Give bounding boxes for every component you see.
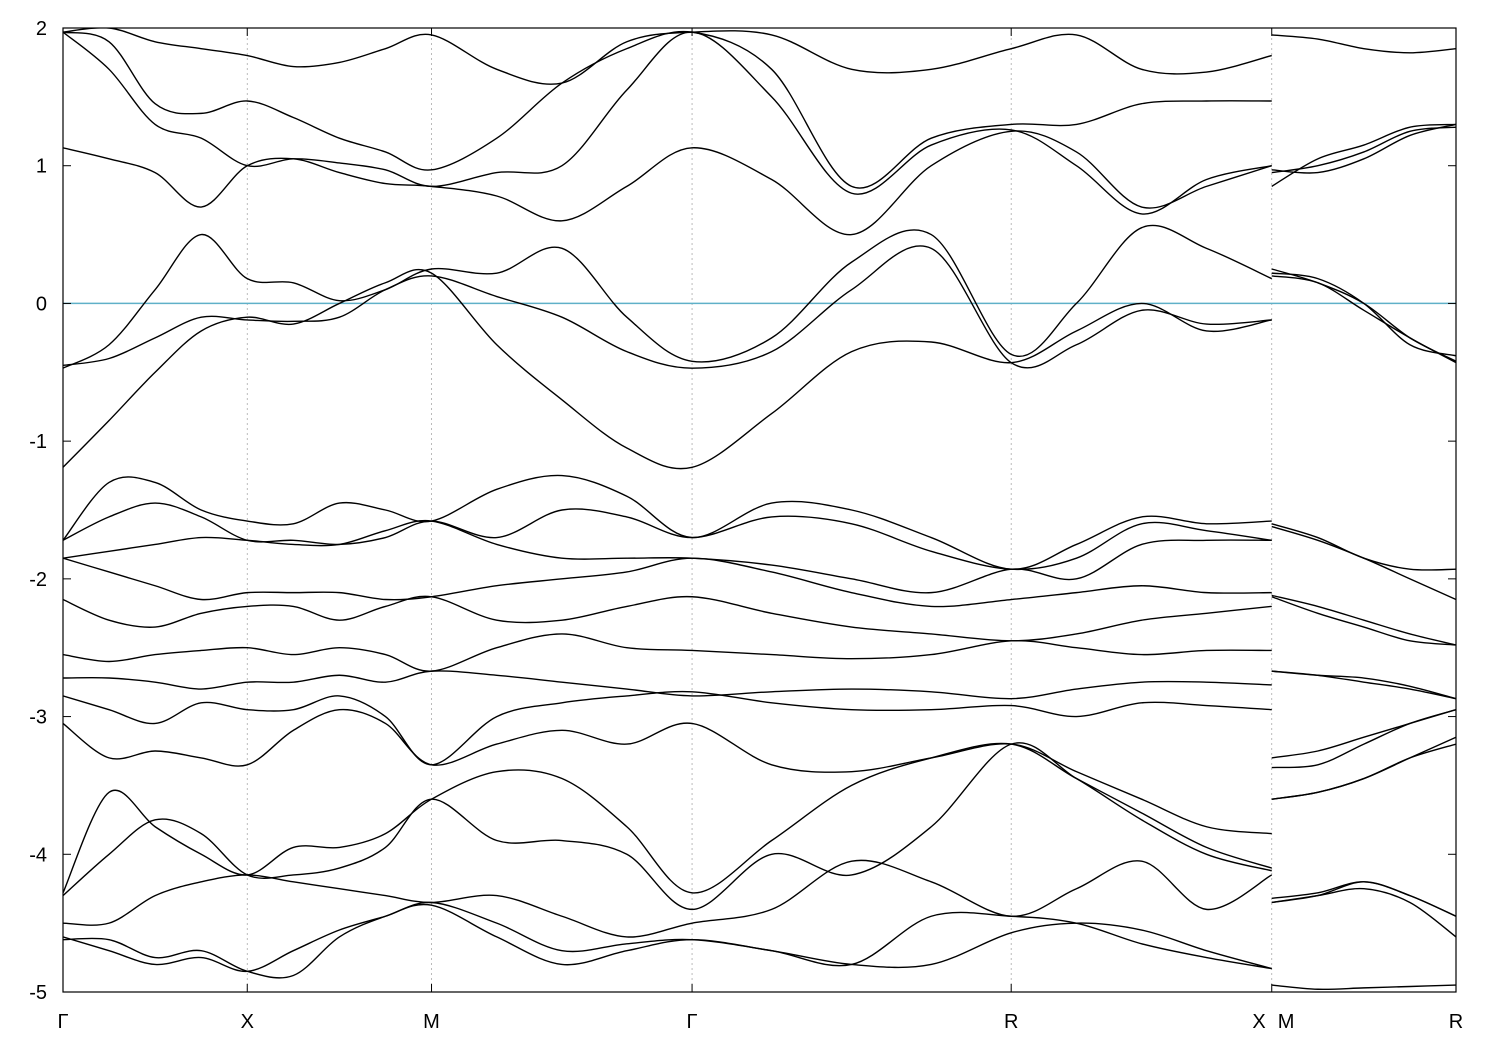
- grid: [246, 28, 1273, 992]
- y-tick-label: 1: [36, 156, 47, 178]
- band-line: [63, 519, 1456, 646]
- band-line: [63, 903, 1456, 991]
- band-line: [63, 31, 1456, 215]
- x-tick-label: Γ: [687, 1011, 698, 1033]
- band-line: [63, 28, 1456, 85]
- band-line: [63, 736, 1456, 894]
- band-line: [63, 502, 1456, 601]
- y-tick-label: -2: [29, 569, 47, 591]
- x-tick-label: R: [1004, 1011, 1018, 1033]
- band-line: [63, 126, 1456, 236]
- x-tick-label: M: [423, 1011, 440, 1033]
- y-tick-label: 0: [36, 293, 47, 315]
- y-tick-label: -1: [29, 431, 47, 453]
- y-tick-label: -5: [29, 982, 47, 1004]
- band-line: [63, 268, 1456, 470]
- y-tick-label: -3: [29, 707, 47, 729]
- y-tick-label: 2: [36, 18, 47, 40]
- band-line: [63, 859, 1456, 938]
- x-tick-label: X: [241, 1011, 254, 1033]
- x-tick-label: Γ: [57, 1011, 68, 1033]
- bands: [63, 28, 1456, 991]
- x-tick-label: R: [1449, 1011, 1463, 1033]
- x-tick-label: M: [1278, 1011, 1295, 1033]
- band-line: [63, 30, 1456, 189]
- plot-frame: [62, 27, 1457, 993]
- y-tick-label: -4: [29, 844, 47, 866]
- band-line: [63, 887, 1456, 973]
- band-line: [63, 557, 1456, 646]
- x-tick-label: X: [1252, 1011, 1265, 1033]
- band-line: [63, 690, 1456, 769]
- band-line: [63, 633, 1456, 700]
